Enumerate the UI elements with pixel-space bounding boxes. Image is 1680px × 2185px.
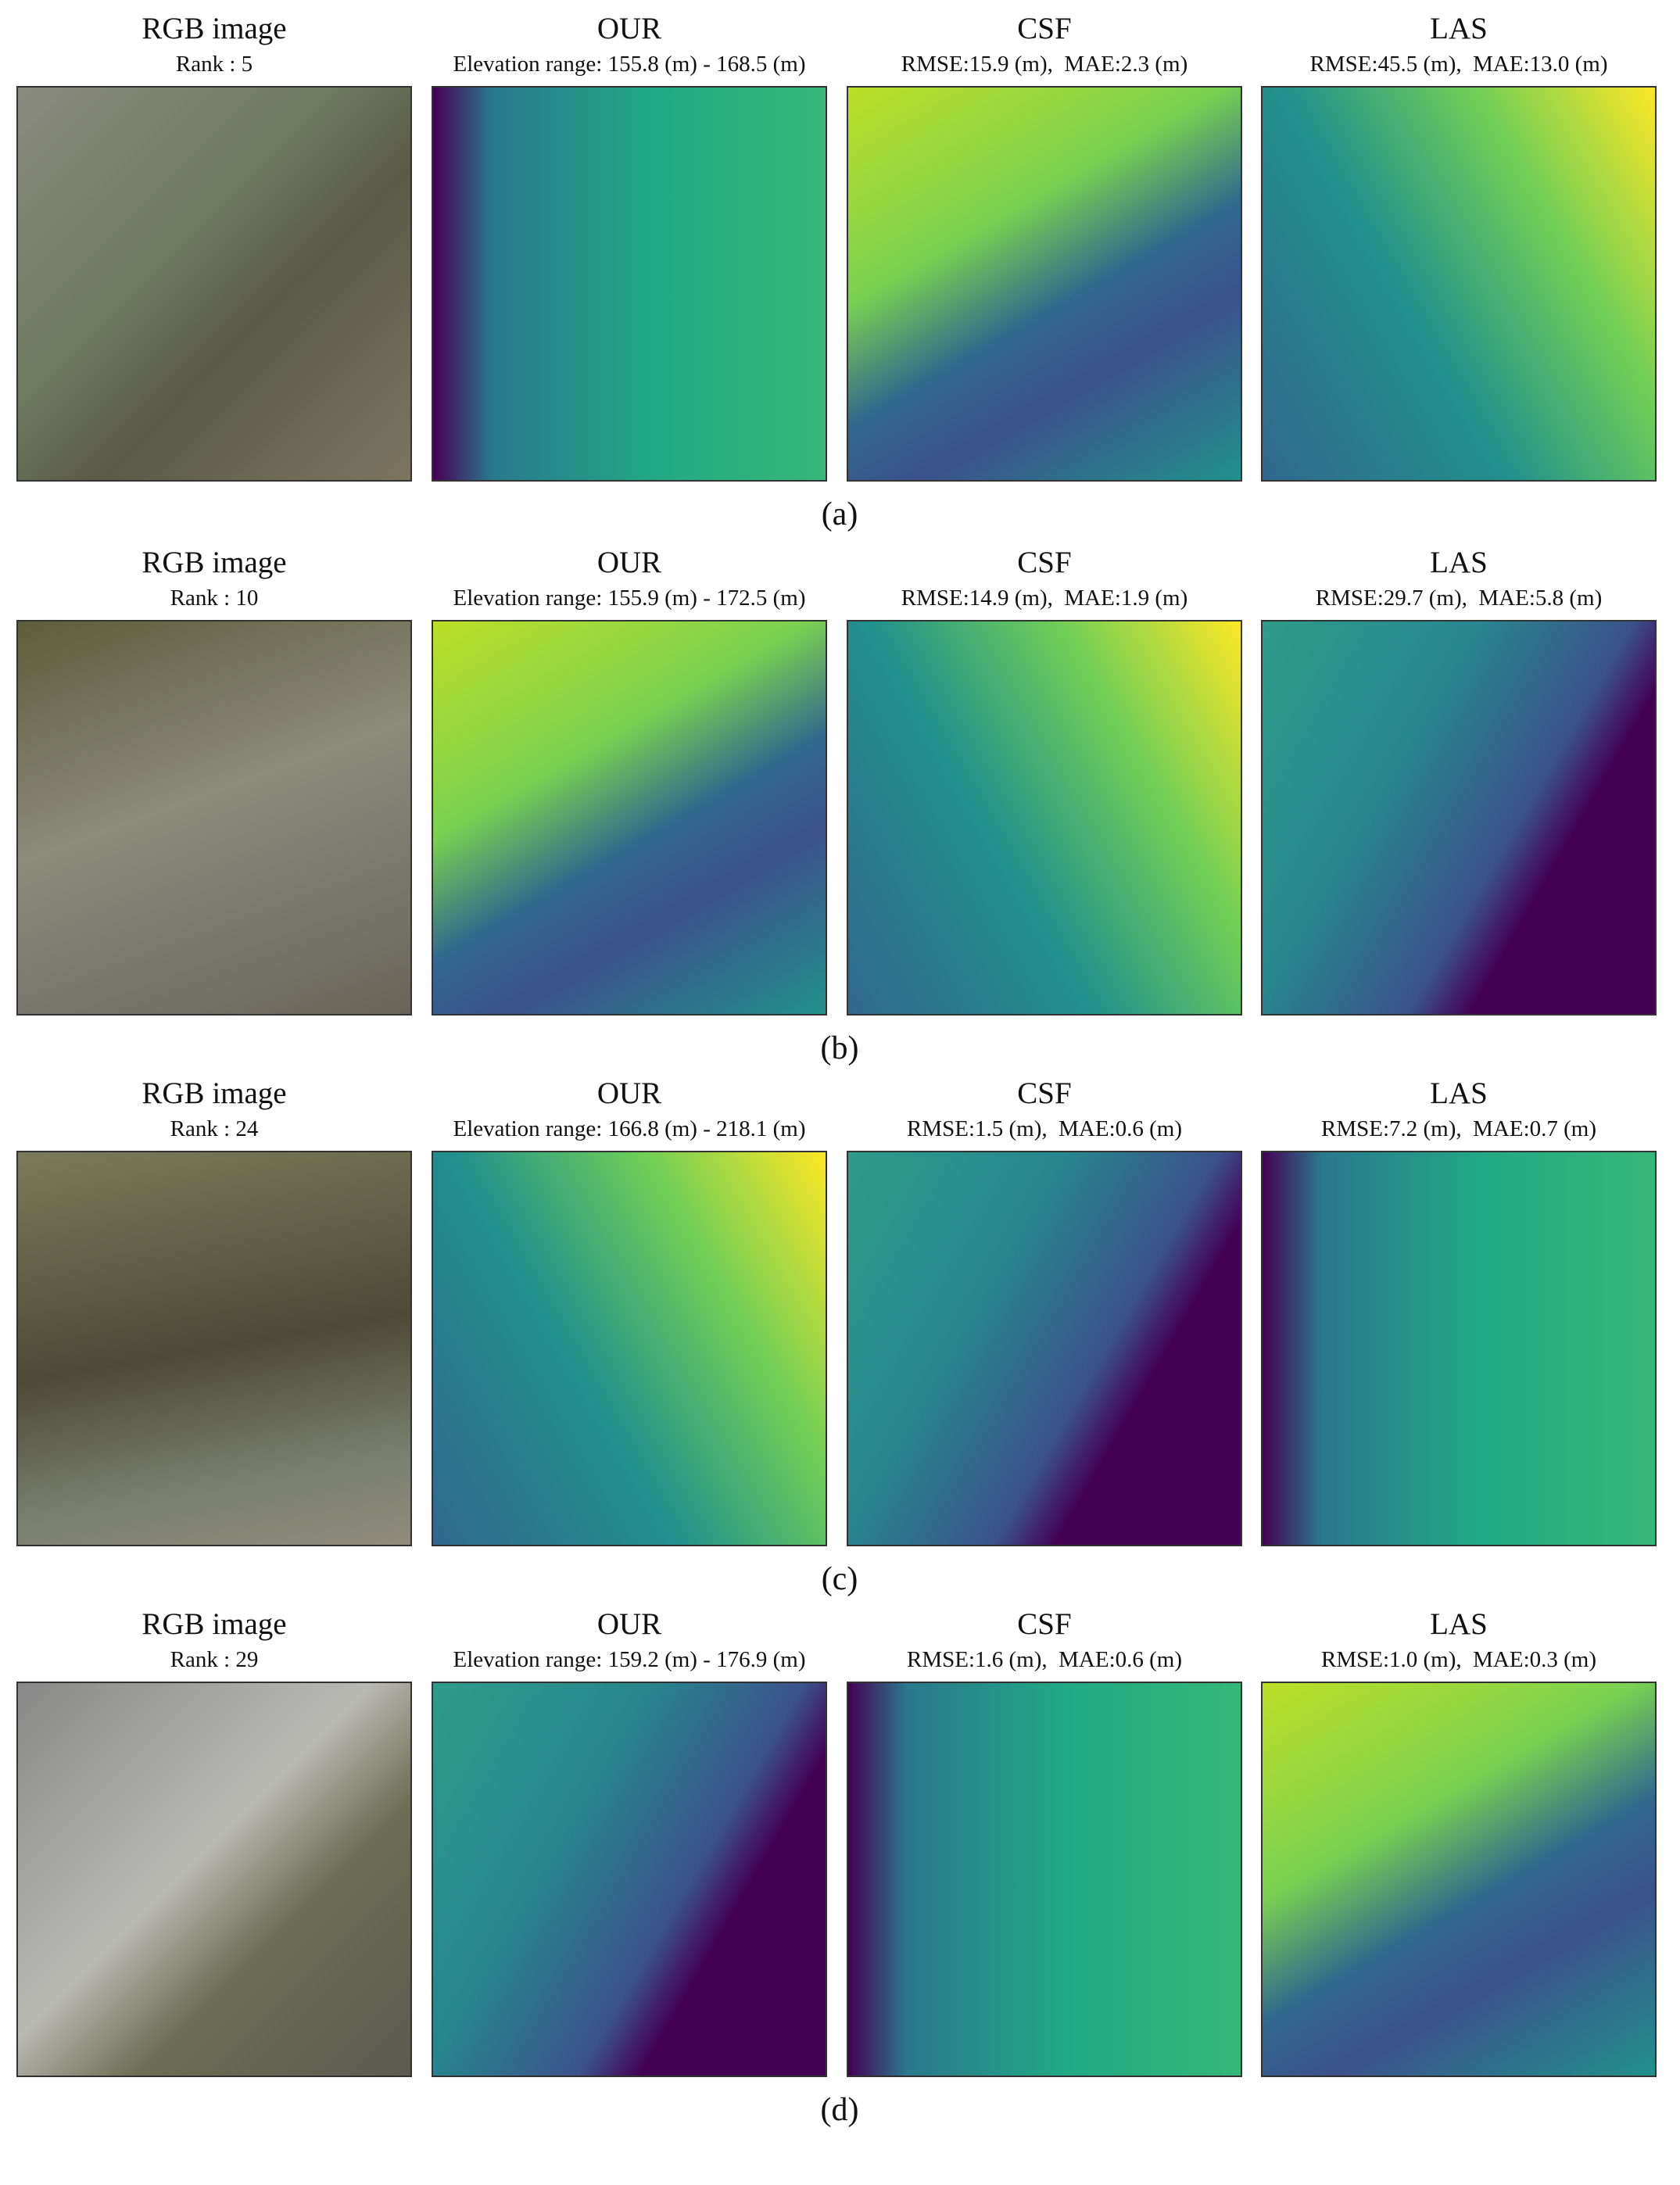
panel-title: CSF [1017, 1607, 1072, 1641]
elevation-map [432, 86, 827, 482]
subfigure-caption: (a) [821, 496, 858, 532]
panel-subtitle: RMSE:1.6 (m), MAE:0.6 (m) [906, 1647, 1183, 1672]
panel-subtitle: Elevation range: 155.9 (m) - 172.5 (m) [453, 586, 806, 611]
panel-subtitle: Rank : 24 [170, 1116, 259, 1141]
rgb-image [16, 1682, 412, 2077]
panel-subtitle: RMSE:29.7 (m), MAE:5.8 (m) [1315, 586, 1603, 611]
subfigure-caption: (c) [821, 1561, 858, 1597]
panel-subtitle: RMSE:7.2 (m), MAE:0.7 (m) [1320, 1116, 1597, 1141]
panel-title: OUR [596, 1607, 662, 1641]
panel-subtitle: Rank : 29 [170, 1647, 259, 1672]
panel-title: OUR [596, 1076, 662, 1110]
elevation-map [432, 620, 827, 1015]
elevation-map [847, 620, 1242, 1015]
panel-title: RGB image [141, 546, 287, 579]
elevation-map [1261, 1682, 1657, 2077]
elevation-map [847, 86, 1242, 482]
panel-title: RGB image [141, 1607, 287, 1641]
panel-subtitle: RMSE:1.5 (m), MAE:0.6 (m) [906, 1116, 1183, 1141]
panel-subtitle: Elevation range: 159.2 (m) - 176.9 (m) [453, 1647, 806, 1672]
rgb-image [16, 620, 412, 1015]
panel-title: LAS [1430, 1076, 1488, 1110]
panel-subtitle: Elevation range: 155.8 (m) - 168.5 (m) [453, 52, 806, 77]
panel-subtitle: Rank : 5 [175, 52, 253, 77]
elevation-map [432, 1151, 827, 1546]
rgb-image [16, 86, 412, 482]
elevation-map [432, 1682, 827, 2077]
elevation-map [847, 1682, 1242, 2077]
panel-subtitle: RMSE:45.5 (m), MAE:13.0 (m) [1309, 52, 1608, 77]
rgb-image [16, 1151, 412, 1546]
panel-subtitle: Rank : 10 [170, 586, 259, 611]
subfigure-caption: (d) [820, 2092, 859, 2128]
panel-title: LAS [1430, 546, 1488, 579]
panel-title: LAS [1430, 1607, 1488, 1641]
panel-subtitle: RMSE:14.9 (m), MAE:1.9 (m) [901, 586, 1188, 611]
panel-title: LAS [1430, 12, 1488, 45]
elevation-map [1261, 86, 1657, 482]
panel-title: RGB image [141, 1076, 287, 1110]
panel-subtitle: RMSE:15.9 (m), MAE:2.3 (m) [901, 52, 1188, 77]
elevation-map [847, 1151, 1242, 1546]
panel-title: CSF [1017, 546, 1072, 579]
elevation-map [1261, 1151, 1657, 1546]
panel-title: RGB image [141, 12, 287, 45]
panel-title: CSF [1017, 1076, 1072, 1110]
subfigure-caption: (b) [820, 1030, 859, 1066]
elevation-map [1261, 620, 1657, 1015]
panel-subtitle: RMSE:1.0 (m), MAE:0.3 (m) [1320, 1647, 1597, 1672]
panel-title: OUR [596, 12, 662, 45]
panel-subtitle: Elevation range: 166.8 (m) - 218.1 (m) [453, 1116, 806, 1141]
panel-title: CSF [1017, 12, 1072, 45]
panel-title: OUR [596, 546, 662, 579]
